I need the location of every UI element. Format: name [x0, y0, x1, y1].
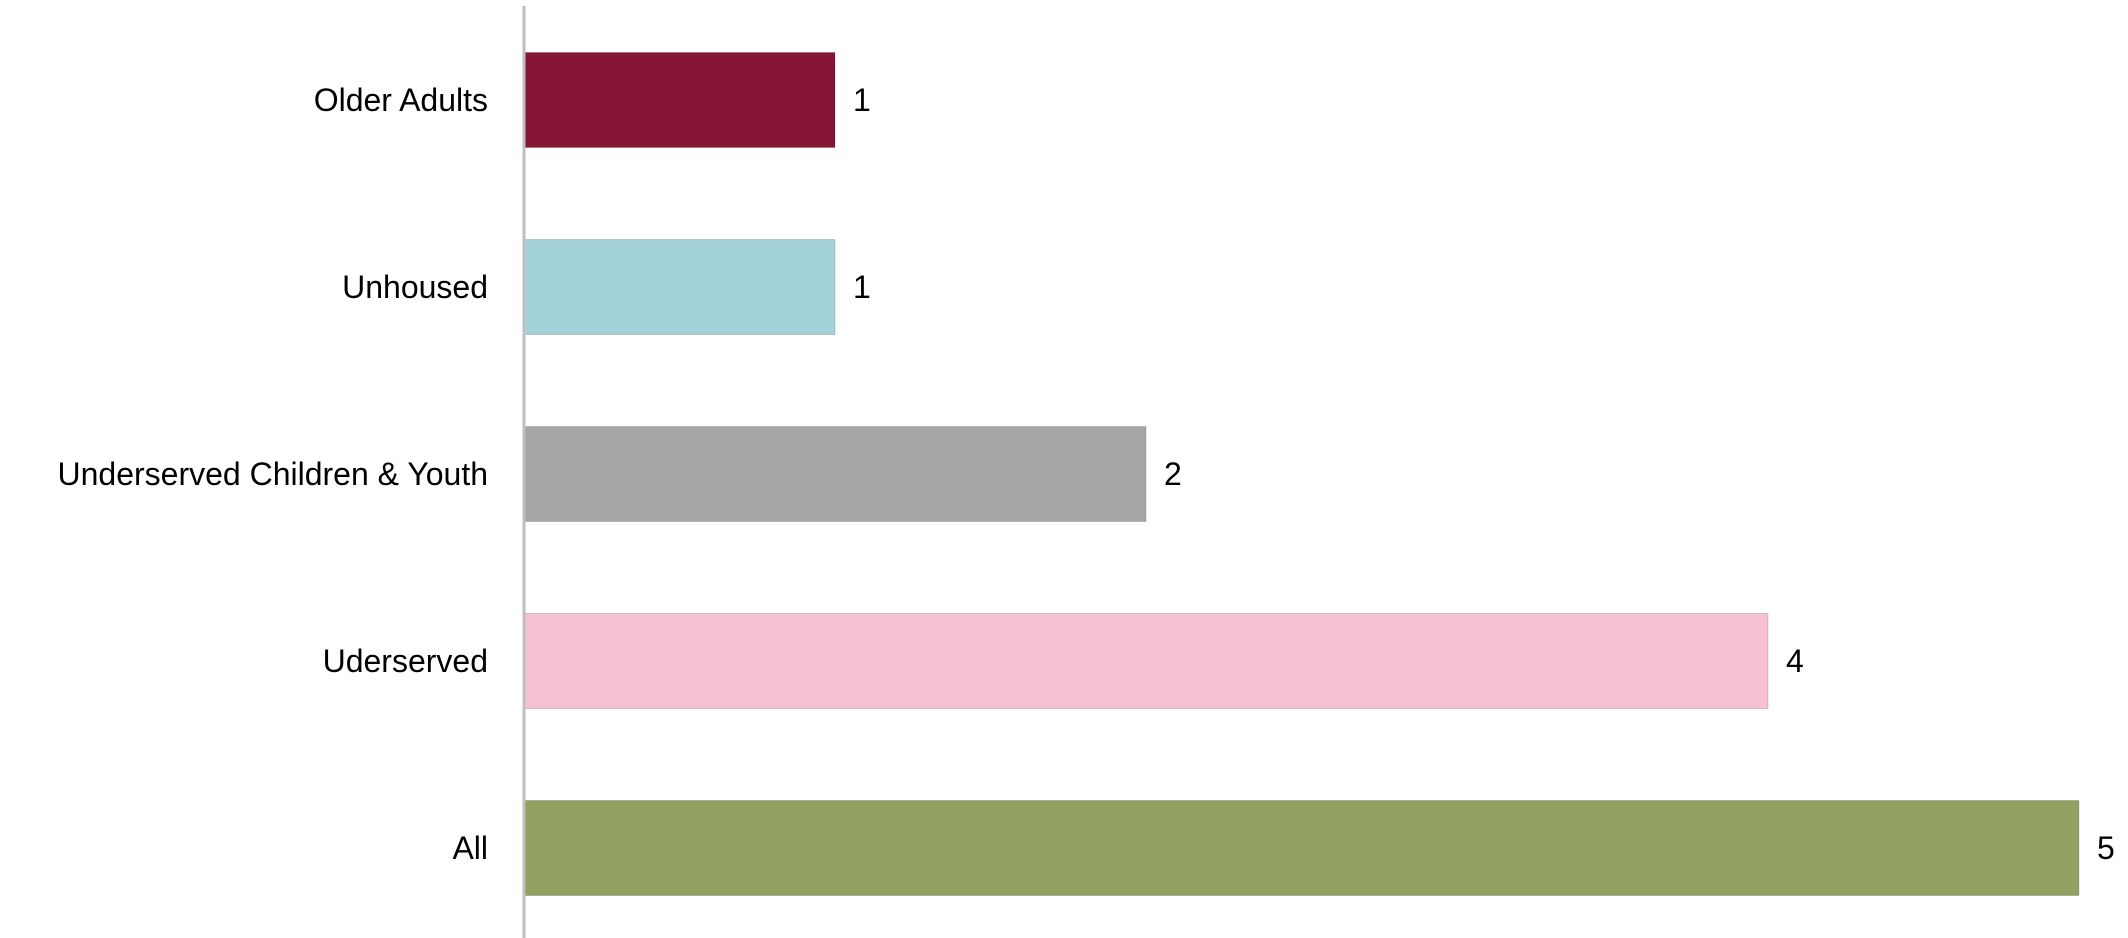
bars-layer: [523, 52, 2080, 896]
category-label: Underserved Children & Youth: [58, 456, 489, 492]
bar: [523, 800, 2080, 896]
data-labels: 1 1 2 4 5: [853, 82, 2115, 866]
data-label: 2: [1164, 456, 1182, 492]
data-label: 1: [853, 269, 871, 305]
bar: [523, 52, 836, 148]
bar: [523, 613, 1769, 709]
data-label: 4: [1786, 643, 1804, 679]
data-label: 1: [853, 82, 871, 118]
category-label: Uderserved: [323, 643, 488, 679]
data-label: 5: [2097, 830, 2115, 866]
bar: [523, 239, 836, 335]
category-labels: Older Adults Unhoused Underserved Children…: [58, 82, 489, 866]
category-label: Older Adults: [314, 82, 488, 118]
bar: [523, 426, 1147, 522]
category-label: Unhoused: [342, 269, 488, 305]
category-label: All: [452, 830, 488, 866]
